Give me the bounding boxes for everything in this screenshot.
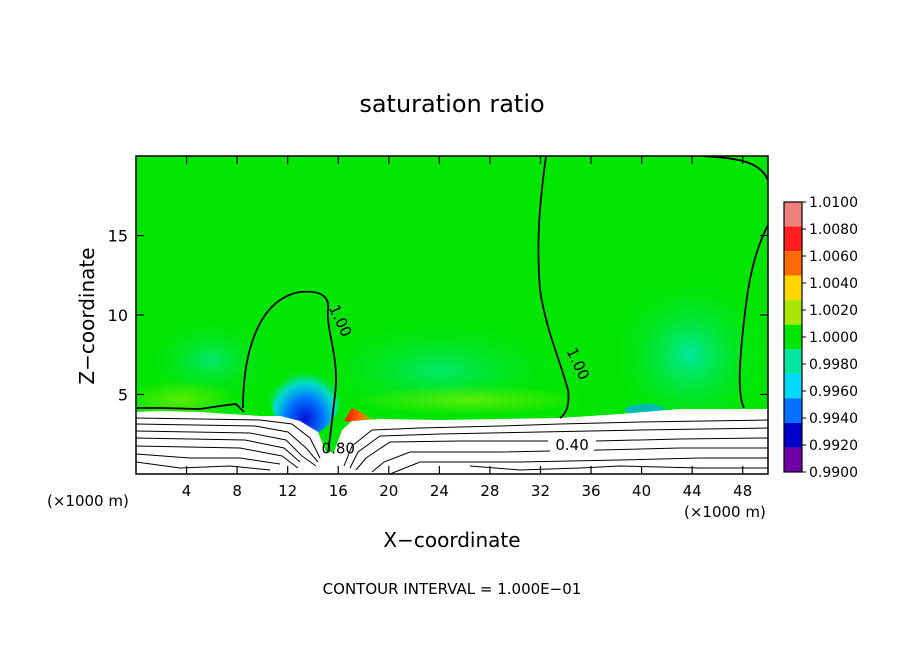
- colorbar-label: 1.0100: [809, 195, 858, 211]
- x-tick-label: 24: [430, 482, 449, 500]
- colorbar-label: 0.9940: [809, 411, 858, 427]
- x-tick-label: 40: [632, 482, 651, 500]
- x-tick-label: 4: [182, 482, 192, 500]
- x-tick-label: 36: [581, 482, 600, 500]
- colorbar-swatch: [784, 251, 802, 276]
- colorbar-label: 1.0080: [809, 222, 858, 238]
- x-tick-label: 48: [733, 482, 752, 500]
- contour-label: 0.40: [555, 436, 588, 454]
- color-field: [136, 156, 768, 474]
- y-axis-label: Z−coordinate: [75, 247, 99, 384]
- colorbar-swatch: [784, 398, 802, 423]
- chart-title: saturation ratio: [359, 90, 544, 118]
- colorbar-label: 0.9980: [809, 357, 858, 373]
- x-unit-left: (×1000 m): [47, 492, 129, 510]
- colorbar: 1.0100 1.0080 1.0060 1.0040 1.0020 1.0000 0.99…: [783, 195, 858, 481]
- y-tick-label: 15: [108, 227, 128, 246]
- x-tick-label: 12: [278, 482, 297, 500]
- colorbar-swatch: [784, 275, 802, 301]
- x-tick-label: 28: [480, 482, 499, 500]
- x-axis-ticks: 4 8 12 16 20 24 28 32 36 40 44 48: [182, 156, 752, 500]
- colorbar-swatch: [784, 226, 802, 252]
- x-tick-label: 20: [379, 482, 398, 500]
- x-tick-label: 8: [232, 482, 242, 500]
- x-tick-label: 44: [683, 482, 702, 500]
- colorbar-swatch: [784, 300, 802, 325]
- colorbar-swatch: [784, 422, 802, 448]
- colorbar-label: 0.9960: [809, 384, 858, 400]
- colorbar-swatch: [784, 202, 802, 227]
- y-tick-label: 5: [118, 386, 128, 405]
- x-tick-label: 32: [531, 482, 550, 500]
- y-axis-ticks: 5 10 15: [108, 227, 768, 405]
- colorbar-swatch: [784, 349, 802, 374]
- colorbar-swatch: [784, 324, 802, 350]
- colorbar-swatch: [784, 373, 802, 399]
- y-tick-label: 10: [108, 306, 128, 325]
- colorbar-label: 1.0060: [809, 249, 858, 265]
- x-tick-label: 16: [329, 482, 348, 500]
- colorbar-label: 0.9920: [809, 438, 858, 454]
- colorbar-label: 1.0040: [809, 276, 858, 292]
- colorbar-label: 1.0020: [809, 303, 858, 319]
- contour-interval-note: CONTOUR INTERVAL = 1.000E−01: [323, 580, 582, 598]
- x-axis-label: X−coordinate: [383, 528, 520, 552]
- colorbar-label: 0.9900: [809, 465, 858, 481]
- x-unit-right: (×1000 m): [684, 503, 766, 521]
- contour-label: 0.80: [322, 439, 355, 457]
- colorbar-label: 1.0000: [809, 330, 858, 346]
- contour-lines: [136, 156, 768, 474]
- colorbar-swatch: [784, 447, 802, 472]
